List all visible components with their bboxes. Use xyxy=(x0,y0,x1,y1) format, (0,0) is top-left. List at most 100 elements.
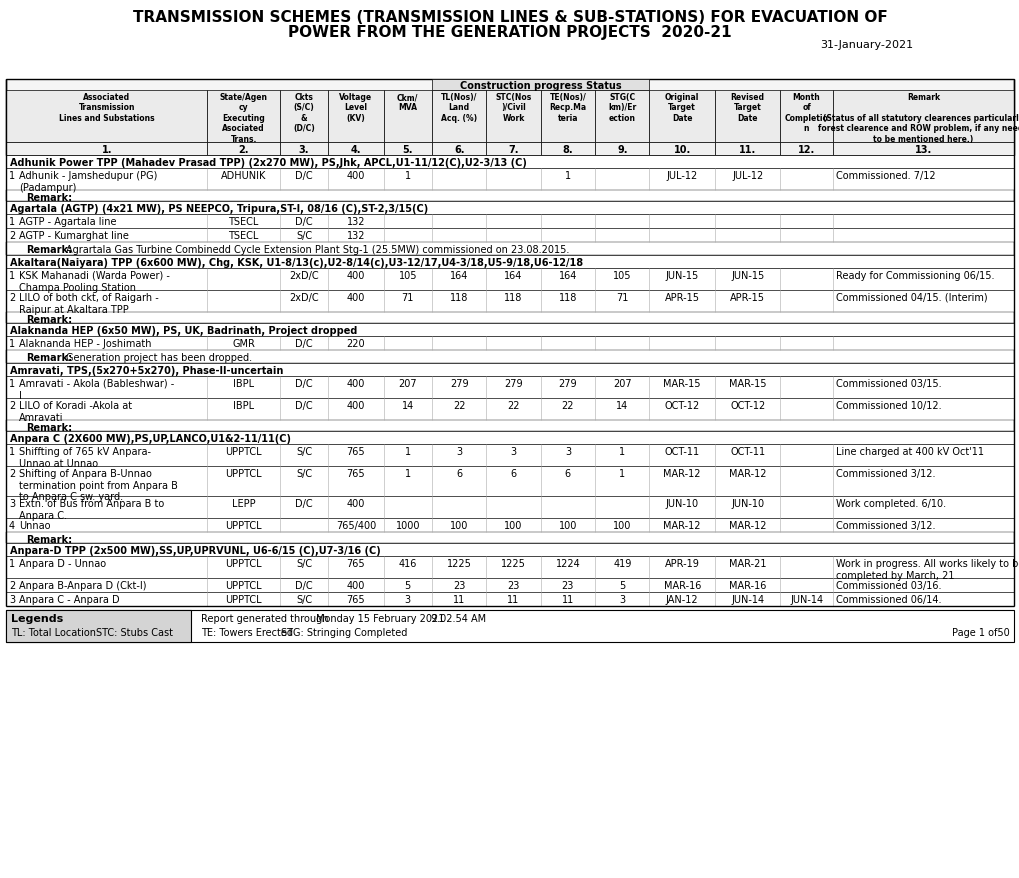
Text: Work in progress. All works likely to be
completed by March, 21: Work in progress. All works likely to be… xyxy=(835,558,1019,580)
Bar xyxy=(649,143,714,155)
Bar xyxy=(6,350,1013,363)
Text: 3: 3 xyxy=(9,594,15,604)
Text: STC(Nos
)/Civil
Work: STC(Nos )/Civil Work xyxy=(495,93,531,123)
Text: 1.: 1. xyxy=(101,145,112,155)
Text: LILO of both ckt, of Raigarh -
Raipur at Akaltara TPP: LILO of both ckt, of Raigarh - Raipur at… xyxy=(19,292,159,314)
Bar xyxy=(383,143,431,155)
Bar xyxy=(6,466,1013,496)
Text: 31-January-2021: 31-January-2021 xyxy=(819,40,912,50)
Text: 2xD/C: 2xD/C xyxy=(289,270,319,281)
Text: 3: 3 xyxy=(510,447,516,457)
Text: State/Agen
cy
Executing
Asociated
Trans.: State/Agen cy Executing Asociated Trans. xyxy=(219,93,267,143)
Text: Original
Target
Date: Original Target Date xyxy=(664,93,699,123)
Text: 23: 23 xyxy=(561,580,574,590)
Bar xyxy=(431,91,486,143)
Text: 279: 279 xyxy=(503,378,523,389)
Text: Line charged at 400 kV Oct'11: Line charged at 400 kV Oct'11 xyxy=(835,447,982,457)
Text: JUN-14: JUN-14 xyxy=(790,594,822,604)
Text: 1: 1 xyxy=(9,447,15,457)
Text: 11: 11 xyxy=(561,594,574,604)
Text: 419: 419 xyxy=(612,558,631,568)
Bar xyxy=(6,431,1013,444)
Text: UPPTCL: UPPTCL xyxy=(225,580,262,590)
Text: 765: 765 xyxy=(346,447,365,457)
Text: 220: 220 xyxy=(346,339,365,349)
Text: STC: Stubs Cast: STC: Stubs Cast xyxy=(96,627,173,637)
Text: MAR-15: MAR-15 xyxy=(662,378,700,389)
Text: Voltage
Level
(KV): Voltage Level (KV) xyxy=(339,93,372,123)
Text: TE: Towers Erected: TE: Towers Erected xyxy=(201,627,292,637)
Text: Agartala (AGTP) (4x21 MW), PS NEEPCO, Tripura,ST-I, 08/16 (C),ST-2,3/15(C): Agartala (AGTP) (4x21 MW), PS NEEPCO, Tr… xyxy=(10,204,428,213)
Bar xyxy=(6,579,1013,593)
Text: 100: 100 xyxy=(558,521,577,530)
Text: GMR: GMR xyxy=(232,339,255,349)
Text: Page 1 of50: Page 1 of50 xyxy=(952,627,1009,637)
Text: 1: 1 xyxy=(619,469,625,479)
Bar xyxy=(6,242,1013,255)
Text: OCT-12: OCT-12 xyxy=(664,400,699,411)
Text: Adhunik Power TPP (Mahadev Prasad TPP) (2x270 MW), PS,Jhk, APCL,U1-11/12(C),U2-3: Adhunik Power TPP (Mahadev Prasad TPP) (… xyxy=(10,158,527,168)
Text: KSK Mahanadi (Warda Power) -
Champa Pooling Station: KSK Mahanadi (Warda Power) - Champa Pool… xyxy=(19,270,170,292)
Bar xyxy=(383,91,431,143)
Text: 1: 1 xyxy=(9,270,15,281)
Bar xyxy=(279,143,328,155)
Text: Amravati, TPS,(5x270+5x270), Phase-II-uncertain: Amravati, TPS,(5x270+5x270), Phase-II-un… xyxy=(10,365,283,376)
Text: UPPTCL: UPPTCL xyxy=(225,469,262,479)
Text: 105: 105 xyxy=(612,270,631,281)
Bar xyxy=(6,421,1013,431)
Text: 14: 14 xyxy=(615,400,628,411)
Text: 1225: 1225 xyxy=(500,558,526,568)
Text: 5.: 5. xyxy=(403,145,413,155)
Text: Anpara C - Anpara D: Anpara C - Anpara D xyxy=(19,594,119,604)
Text: 3.: 3. xyxy=(299,145,309,155)
Text: D/C: D/C xyxy=(294,217,313,227)
Text: 400: 400 xyxy=(346,580,365,590)
Text: JUN-10: JUN-10 xyxy=(731,499,763,508)
Text: 11: 11 xyxy=(506,594,519,604)
Text: S/C: S/C xyxy=(296,469,312,479)
Text: 765: 765 xyxy=(346,594,365,604)
Text: Work completed. 6/10.: Work completed. 6/10. xyxy=(835,499,945,508)
Text: S/C: S/C xyxy=(296,447,312,457)
Text: 2xD/C: 2xD/C xyxy=(289,292,319,303)
Text: MAR-16: MAR-16 xyxy=(729,580,765,590)
Text: 164: 164 xyxy=(558,270,577,281)
Text: 3: 3 xyxy=(455,447,462,457)
Text: Commissioned 06/14.: Commissioned 06/14. xyxy=(835,594,941,604)
Text: TSECL: TSECL xyxy=(228,231,259,241)
Text: 400: 400 xyxy=(346,270,365,281)
Text: LEPP: LEPP xyxy=(231,499,255,508)
Text: 22: 22 xyxy=(561,400,574,411)
Bar xyxy=(279,91,328,143)
Text: 22: 22 xyxy=(452,400,465,411)
Text: 2.: 2. xyxy=(238,145,249,155)
Text: 13.: 13. xyxy=(914,145,931,155)
Bar xyxy=(780,143,832,155)
Text: 1: 1 xyxy=(405,447,411,457)
Bar xyxy=(6,336,1013,350)
Text: 14: 14 xyxy=(401,400,414,411)
Text: 12.: 12. xyxy=(797,145,814,155)
Text: 400: 400 xyxy=(346,499,365,508)
Bar xyxy=(207,143,279,155)
Text: Associated
Transmission
Lines and Substations: Associated Transmission Lines and Substa… xyxy=(59,93,154,123)
Text: TL: Total Location: TL: Total Location xyxy=(11,627,96,637)
Text: 11.: 11. xyxy=(739,145,755,155)
Bar xyxy=(6,444,1013,466)
Text: 100: 100 xyxy=(503,521,522,530)
Bar xyxy=(714,91,780,143)
Text: Remark:: Remark: xyxy=(25,535,72,544)
Text: 207: 207 xyxy=(398,378,417,389)
Text: 1: 1 xyxy=(9,558,15,568)
Text: Remark:: Remark: xyxy=(25,245,72,255)
Text: LILO of Koradi -Akola at
Amravati: LILO of Koradi -Akola at Amravati xyxy=(19,400,132,422)
Bar xyxy=(6,399,1013,421)
Bar xyxy=(6,291,1013,313)
Bar xyxy=(594,91,649,143)
Text: 132: 132 xyxy=(346,217,365,227)
Text: APR-15: APR-15 xyxy=(664,292,699,303)
Bar xyxy=(207,91,279,143)
Text: TE(Nos)/
Recp.Ma
teria: TE(Nos)/ Recp.Ma teria xyxy=(549,93,586,123)
Text: 9.: 9. xyxy=(616,145,627,155)
Bar xyxy=(6,169,1013,191)
